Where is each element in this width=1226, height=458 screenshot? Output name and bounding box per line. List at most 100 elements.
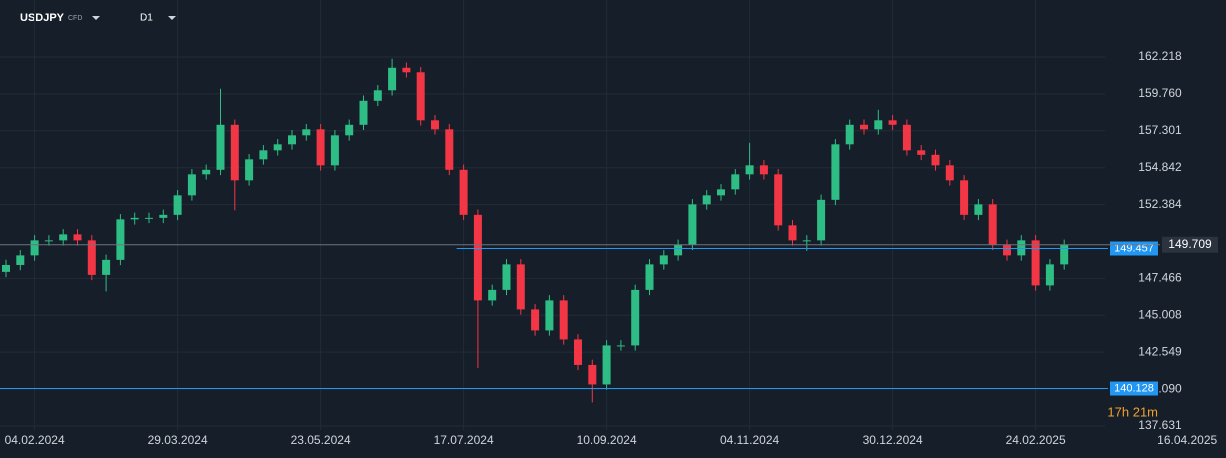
candle-body [388,67,397,91]
candle-body [559,300,568,340]
candle-body [130,217,139,220]
candle-body [659,255,668,265]
candle-body [759,165,768,175]
symbol-dropdown[interactable] [92,16,100,20]
candle-body [445,129,454,170]
candle-body [459,169,468,215]
candle-body [259,150,268,160]
candle-body [745,165,754,175]
candle-body [87,240,96,275]
timeframe[interactable]: D1 [140,13,153,24]
candle-body [202,169,211,175]
candle-body [831,144,840,200]
candle-body [245,159,254,181]
y-tick-label: 152.384 [1138,197,1182,211]
y-tick-label: 147.466 [1138,271,1182,285]
current-price-tag [1162,236,1218,253]
candle-body [717,189,725,196]
candle-body [44,240,53,242]
candle-body [616,345,625,347]
candle-body [974,204,983,215]
candle-body [774,174,783,226]
y-tick-label: 137.631 [1138,418,1182,432]
candle-body [631,289,640,346]
candle-body [488,289,497,301]
candle-body [159,214,168,218]
candle-body [2,264,10,272]
candle-body [173,195,182,215]
x-tick-label: 04.11.2024 [720,433,779,447]
candle-body [1045,264,1054,286]
candle-body [531,309,540,331]
candle-body [416,72,425,121]
candle-body [402,67,411,73]
candle-body [330,135,339,166]
y-tick-label: 162.218 [1138,49,1182,63]
candle-body [931,154,940,166]
candle-body [588,364,597,385]
candle-body [30,240,39,256]
candle-body [574,339,582,365]
candle-body [1031,240,1040,286]
symbol[interactable]: USDJPY [20,12,65,24]
timeframe-dropdown[interactable] [168,16,176,20]
candle-body [645,264,654,290]
candle-body [788,225,797,241]
candle-body [688,204,697,245]
candle-body [316,129,325,166]
candle-body [860,124,868,130]
badge: CFD [68,15,82,22]
candle-body [73,234,82,241]
candle-body [273,144,282,151]
candle-body [1003,244,1011,256]
candle-body [802,240,811,242]
y-tick-label: 145.008 [1138,307,1182,321]
candle-body [431,120,439,130]
x-tick-label: 23.05.2024 [291,433,351,447]
price-level-label: 149.457 [1114,242,1154,254]
candle-body [602,345,611,385]
x-tick-label: 30.12.2024 [863,433,923,447]
candle-body [960,180,969,215]
y-tick-label: 142.549 [1138,344,1182,358]
x-tick-label: 24.02.2025 [1006,433,1066,447]
candle-body [59,234,68,241]
x-tick-label: 04.02.2024 [5,433,65,447]
candle-body [1060,244,1069,265]
candle-body [230,124,239,181]
countdown: 17h 21m [1107,404,1158,419]
candle-body [516,264,525,310]
candle-body [731,174,740,190]
x-tick-label: 29.03.2024 [148,433,208,447]
candle-body [345,124,354,136]
candle-body [187,174,196,196]
y-tick-label: 154.842 [1138,160,1182,174]
candle-body [702,195,711,205]
candle-body [545,300,554,331]
x-tick-label: 17.07.2024 [434,433,494,447]
candle-body [917,150,926,155]
current-price-label: 149.709 [1168,237,1212,251]
candle-body [674,244,683,256]
candle-body [288,135,296,145]
candle-body [373,90,382,101]
candle-body [145,217,153,219]
candle-body [302,129,311,136]
candle-body [988,204,997,245]
x-tick-label: 10.09.2024 [577,433,637,447]
candle-body [16,255,25,265]
candle-body [102,259,111,275]
candle-body [817,199,826,241]
price-level-tag [1110,381,1158,396]
candle-body [473,214,482,301]
candle-body [359,100,368,125]
candle-body [502,264,511,290]
price-level-label: 140.128 [1114,382,1154,394]
y-tick-label: 157.301 [1138,123,1182,137]
candle-body [1017,240,1026,256]
candle-body [888,120,897,125]
candle-body [945,165,954,181]
y-tick-label: 159.760 [1138,86,1182,100]
